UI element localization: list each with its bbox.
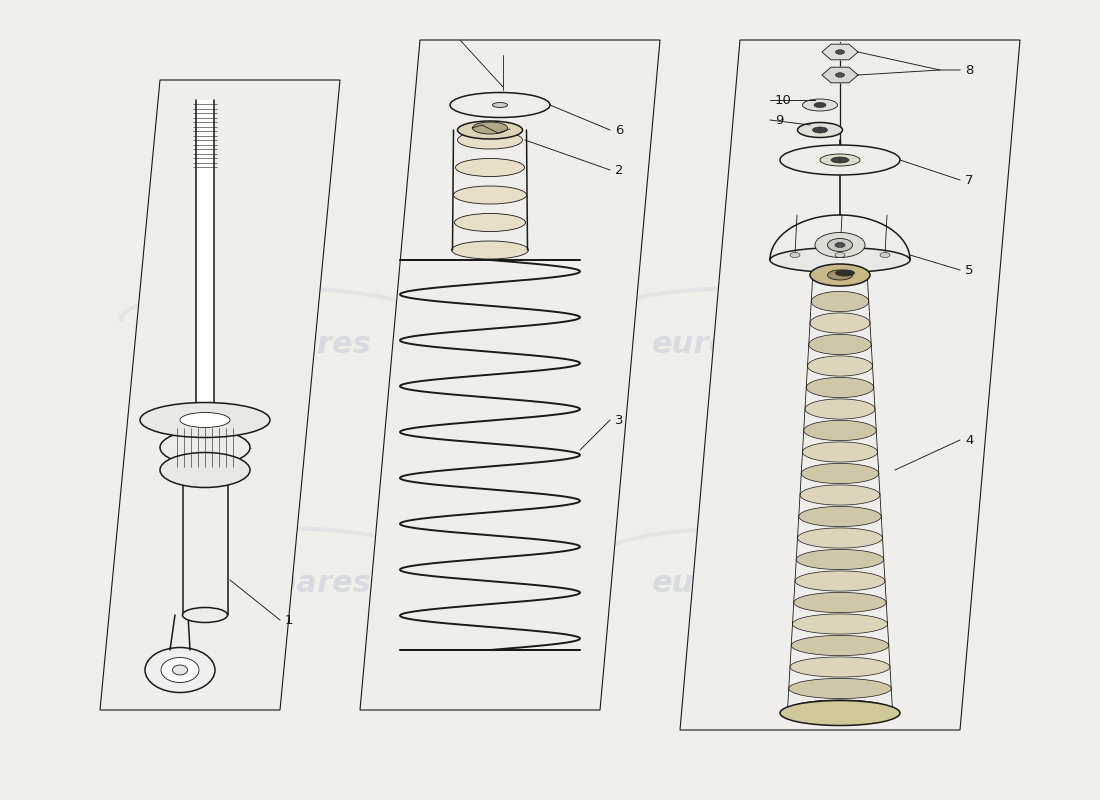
Ellipse shape	[493, 102, 507, 107]
Text: 1: 1	[285, 614, 294, 626]
Ellipse shape	[180, 413, 230, 427]
Ellipse shape	[810, 313, 870, 333]
Ellipse shape	[451, 241, 528, 259]
Ellipse shape	[808, 334, 871, 354]
Polygon shape	[100, 80, 340, 710]
Text: 9: 9	[776, 114, 783, 126]
Text: 2: 2	[615, 163, 624, 177]
Ellipse shape	[458, 131, 522, 149]
Text: eurospares: eurospares	[651, 570, 845, 598]
Ellipse shape	[790, 253, 800, 258]
Ellipse shape	[473, 122, 507, 134]
Text: 5: 5	[965, 263, 974, 277]
Ellipse shape	[795, 571, 886, 591]
Text: 3: 3	[615, 414, 624, 426]
Ellipse shape	[788, 700, 892, 720]
Ellipse shape	[820, 154, 860, 166]
Ellipse shape	[173, 665, 187, 675]
Ellipse shape	[780, 145, 900, 175]
Ellipse shape	[803, 442, 878, 462]
Text: eurospares: eurospares	[178, 570, 372, 598]
Ellipse shape	[836, 73, 845, 78]
Ellipse shape	[145, 647, 214, 693]
Ellipse shape	[798, 528, 882, 548]
Ellipse shape	[835, 242, 845, 247]
Ellipse shape	[790, 657, 890, 677]
Ellipse shape	[827, 270, 853, 280]
Ellipse shape	[183, 433, 228, 447]
Ellipse shape	[780, 701, 900, 726]
Ellipse shape	[810, 264, 870, 286]
Polygon shape	[360, 40, 660, 710]
Ellipse shape	[813, 127, 827, 133]
Ellipse shape	[160, 453, 250, 487]
Ellipse shape	[160, 430, 250, 465]
Ellipse shape	[803, 99, 837, 111]
Ellipse shape	[450, 93, 550, 118]
Ellipse shape	[789, 678, 891, 698]
Text: eurospares: eurospares	[651, 330, 845, 358]
Ellipse shape	[798, 122, 843, 138]
Ellipse shape	[800, 485, 880, 505]
Ellipse shape	[799, 506, 881, 526]
Ellipse shape	[806, 378, 873, 398]
Ellipse shape	[815, 233, 865, 258]
Ellipse shape	[183, 607, 228, 622]
Ellipse shape	[161, 658, 199, 682]
Polygon shape	[680, 40, 1020, 730]
Text: 7: 7	[965, 174, 974, 186]
FancyBboxPatch shape	[197, 100, 213, 410]
Ellipse shape	[836, 50, 845, 54]
Ellipse shape	[814, 102, 826, 107]
Ellipse shape	[880, 253, 890, 258]
Ellipse shape	[140, 402, 270, 438]
Ellipse shape	[770, 247, 910, 273]
Polygon shape	[822, 44, 858, 60]
Ellipse shape	[454, 214, 526, 231]
Ellipse shape	[827, 238, 853, 251]
Text: 10: 10	[776, 94, 792, 106]
Ellipse shape	[453, 186, 527, 204]
Text: 8: 8	[965, 63, 974, 77]
Ellipse shape	[807, 356, 872, 376]
Ellipse shape	[805, 399, 874, 419]
Ellipse shape	[796, 550, 883, 570]
Ellipse shape	[455, 158, 525, 177]
Text: eurospares: eurospares	[178, 330, 372, 358]
Ellipse shape	[791, 635, 889, 656]
Ellipse shape	[801, 463, 879, 483]
Polygon shape	[822, 67, 858, 82]
Ellipse shape	[812, 291, 869, 312]
Ellipse shape	[804, 421, 877, 441]
Ellipse shape	[458, 121, 522, 139]
Text: 6: 6	[615, 123, 624, 137]
Ellipse shape	[792, 614, 888, 634]
Text: 4: 4	[965, 434, 974, 446]
Ellipse shape	[794, 592, 887, 613]
Ellipse shape	[835, 270, 855, 277]
Ellipse shape	[835, 253, 845, 258]
Ellipse shape	[830, 157, 849, 163]
